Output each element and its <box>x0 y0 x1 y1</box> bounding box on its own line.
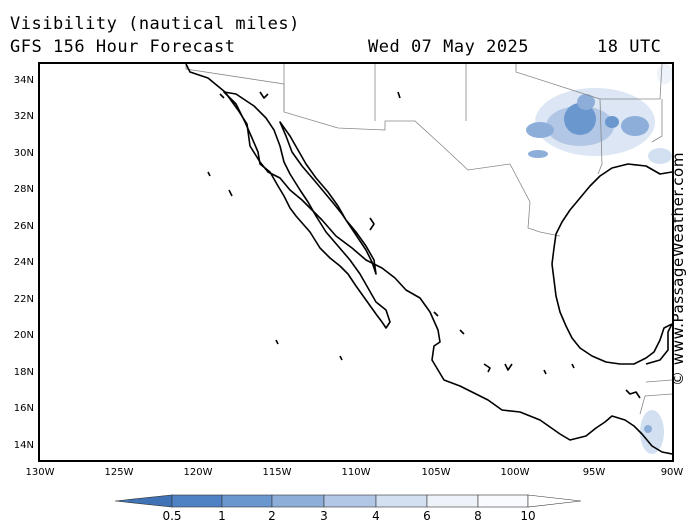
forecast-date: Wed 07 May 2025 <box>368 37 530 57</box>
map-panel <box>38 62 674 462</box>
lon-tick-label: 110W <box>341 467 371 478</box>
lat-tick-label: 16N <box>13 403 34 414</box>
legend-label: 4 <box>372 509 380 523</box>
credit-watermark: © www.PassageWeather.com <box>669 151 687 387</box>
lon-tick-label: 130W <box>25 467 55 478</box>
forecast-subtitle: GFS 156 Hour Forecast <box>10 37 236 57</box>
visibility-shading <box>526 64 672 454</box>
color-legend <box>115 494 582 508</box>
legend-label: 3 <box>320 509 328 523</box>
lat-tick-label: 22N <box>13 294 34 305</box>
lat-tick-label: 34N <box>13 75 34 86</box>
legend-label: 8 <box>474 509 482 523</box>
lon-tick-label: 115W <box>262 467 292 478</box>
lon-tick-label: 100W <box>500 467 530 478</box>
forecast-time: 18 UTC <box>597 37 662 57</box>
legend-label: 10 <box>520 509 536 523</box>
lat-tick-label: 20N <box>13 330 34 341</box>
legend-label: 6 <box>423 509 431 523</box>
lat-tick-label: 30N <box>13 148 34 159</box>
lat-tick-label: 18N <box>13 367 34 378</box>
lon-tick-label: 105W <box>421 467 451 478</box>
political-borders <box>185 64 672 415</box>
lat-tick-label: 14N <box>13 440 34 451</box>
lat-tick-label: 28N <box>13 184 34 195</box>
map-canvas <box>185 64 672 455</box>
map-title: Visibility (nautical miles) <box>10 14 300 34</box>
lat-tick-label: 32N <box>13 111 34 122</box>
lon-tick-label: 125W <box>104 467 134 478</box>
legend-label: 0.5 <box>162 509 182 523</box>
legend-label: 2 <box>268 509 276 523</box>
lon-tick-label: 95W <box>582 467 606 478</box>
lon-tick-label: 90W <box>660 467 684 478</box>
legend-label: 1 <box>218 509 226 523</box>
lat-tick-label: 26N <box>13 221 34 232</box>
lat-tick-label: 24N <box>13 257 34 268</box>
coastlines <box>185 64 672 455</box>
lon-tick-label: 120W <box>183 467 213 478</box>
